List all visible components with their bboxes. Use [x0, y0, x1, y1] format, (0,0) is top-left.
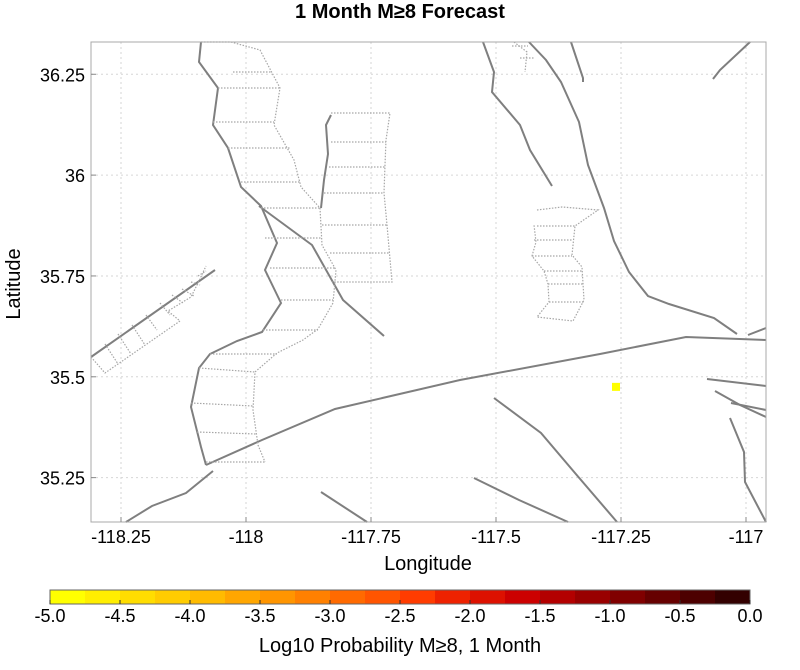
fault-plane-1 — [90, 265, 207, 374]
fault-trace-2 — [189, 41, 283, 466]
y-axis-label: Latitude — [3, 248, 25, 319]
fault-trace-3 — [258, 205, 385, 337]
x-tick-label: -118 — [229, 527, 264, 547]
colorbar-tick-label: -1.0 — [594, 606, 625, 626]
fault-plane-2 — [230, 41, 337, 463]
fault-plane-3 — [331, 112, 393, 283]
fault-trace-12 — [729, 417, 767, 523]
fault-trace-14 — [473, 477, 569, 523]
page-title: 1 Month M≥8 Forecast — [295, 1, 505, 23]
colorbar-swatch — [505, 590, 541, 604]
fault-plane-4 — [531, 206, 600, 322]
colorbar-swatch — [400, 590, 436, 604]
colorbar-swatch — [50, 590, 86, 604]
colorbar-swatch — [715, 590, 751, 604]
fault-trace-8 — [747, 327, 767, 336]
colorbar-tick-label: -0.5 — [664, 606, 695, 626]
colorbar-ticks: -5.0 -4.5 -4.0 -3.5 -3.0 -2.5 -2.0 -1.5 -1.0 -0.5… — [34, 600, 763, 626]
colorbar-tick-label: -2.0 — [454, 606, 485, 626]
fault-trace-11 — [730, 402, 767, 411]
colorbar-tick-label: -5.0 — [34, 606, 65, 626]
colorbar-tick-label: -4.5 — [104, 606, 135, 626]
colorbar-tick-label: -4.0 — [174, 606, 205, 626]
forecast-cells — [612, 382, 620, 391]
colorbar-swatch — [225, 590, 261, 604]
x-tick-label: -117.25 — [591, 527, 651, 547]
colorbar-swatch — [365, 590, 401, 604]
y-tick-label: 36.25 — [40, 65, 85, 85]
colorbar-swatch — [295, 590, 331, 604]
x-tick-label: -117.75 — [341, 527, 401, 547]
colorbar-swatch — [680, 590, 716, 604]
colorbar-swatch — [540, 590, 576, 604]
colorbar-swatch — [575, 590, 611, 604]
colorbar-swatch — [470, 590, 506, 604]
colorbar-swatch — [260, 590, 296, 604]
colorbar-swatch — [435, 590, 471, 604]
x-tick-label: -117 — [729, 527, 764, 547]
colorbar-tick-label: -3.0 — [314, 606, 345, 626]
x-axis-ticks: -118.25 -118 -117.75 -117.5 -117.25 -117 — [91, 517, 763, 547]
y-tick-label: 35.25 — [40, 469, 85, 489]
fault-trace-15 — [320, 491, 368, 523]
x-tick-label: -118.25 — [91, 527, 151, 547]
colorbar-tick-label: -3.5 — [244, 606, 275, 626]
colorbar-swatch — [645, 590, 681, 604]
fault-trace-9 — [706, 378, 767, 387]
fault-traces — [90, 41, 767, 523]
y-axis-ticks: 36.25 36 35.75 35.5 35.25 — [40, 65, 96, 489]
colorbar-swatch — [85, 590, 121, 604]
colorbar-swatch — [120, 590, 156, 604]
fault-plane-5 — [513, 41, 528, 73]
colorbar-swatch — [155, 590, 191, 604]
map-frame — [90, 41, 767, 523]
colorbar-tick-label: -1.5 — [524, 606, 555, 626]
colorbar-label: Log10 Probability M≥8, 1 Month — [259, 635, 541, 657]
x-tick-label: -117.5 — [471, 527, 521, 547]
y-tick-label: 35.5 — [50, 368, 85, 388]
fault-trace-1 — [90, 269, 216, 358]
fault-trace-18 — [320, 114, 332, 209]
y-tick-label: 36 — [65, 166, 85, 186]
fault-plane-outlines — [90, 41, 600, 463]
x-axis-label: Longitude — [384, 553, 472, 575]
fault-trace-17 — [712, 41, 751, 80]
fault-trace-13 — [493, 397, 618, 523]
forecast-cell — [612, 382, 620, 391]
colorbar-swatch — [330, 590, 366, 604]
colorbar-tick-label: -2.5 — [384, 606, 415, 626]
fault-trace-6 — [528, 41, 738, 335]
fault-trace-16 — [125, 470, 214, 523]
fault-trace-4 — [205, 335, 767, 466]
fault-trace-5 — [482, 41, 553, 187]
colorbar — [50, 590, 751, 604]
colorbar-tick-label: 0.0 — [737, 606, 762, 626]
colorbar-swatch — [190, 590, 226, 604]
y-tick-label: 35.75 — [40, 267, 85, 287]
colorbar-swatch — [610, 590, 646, 604]
fault-trace-7 — [570, 41, 584, 82]
